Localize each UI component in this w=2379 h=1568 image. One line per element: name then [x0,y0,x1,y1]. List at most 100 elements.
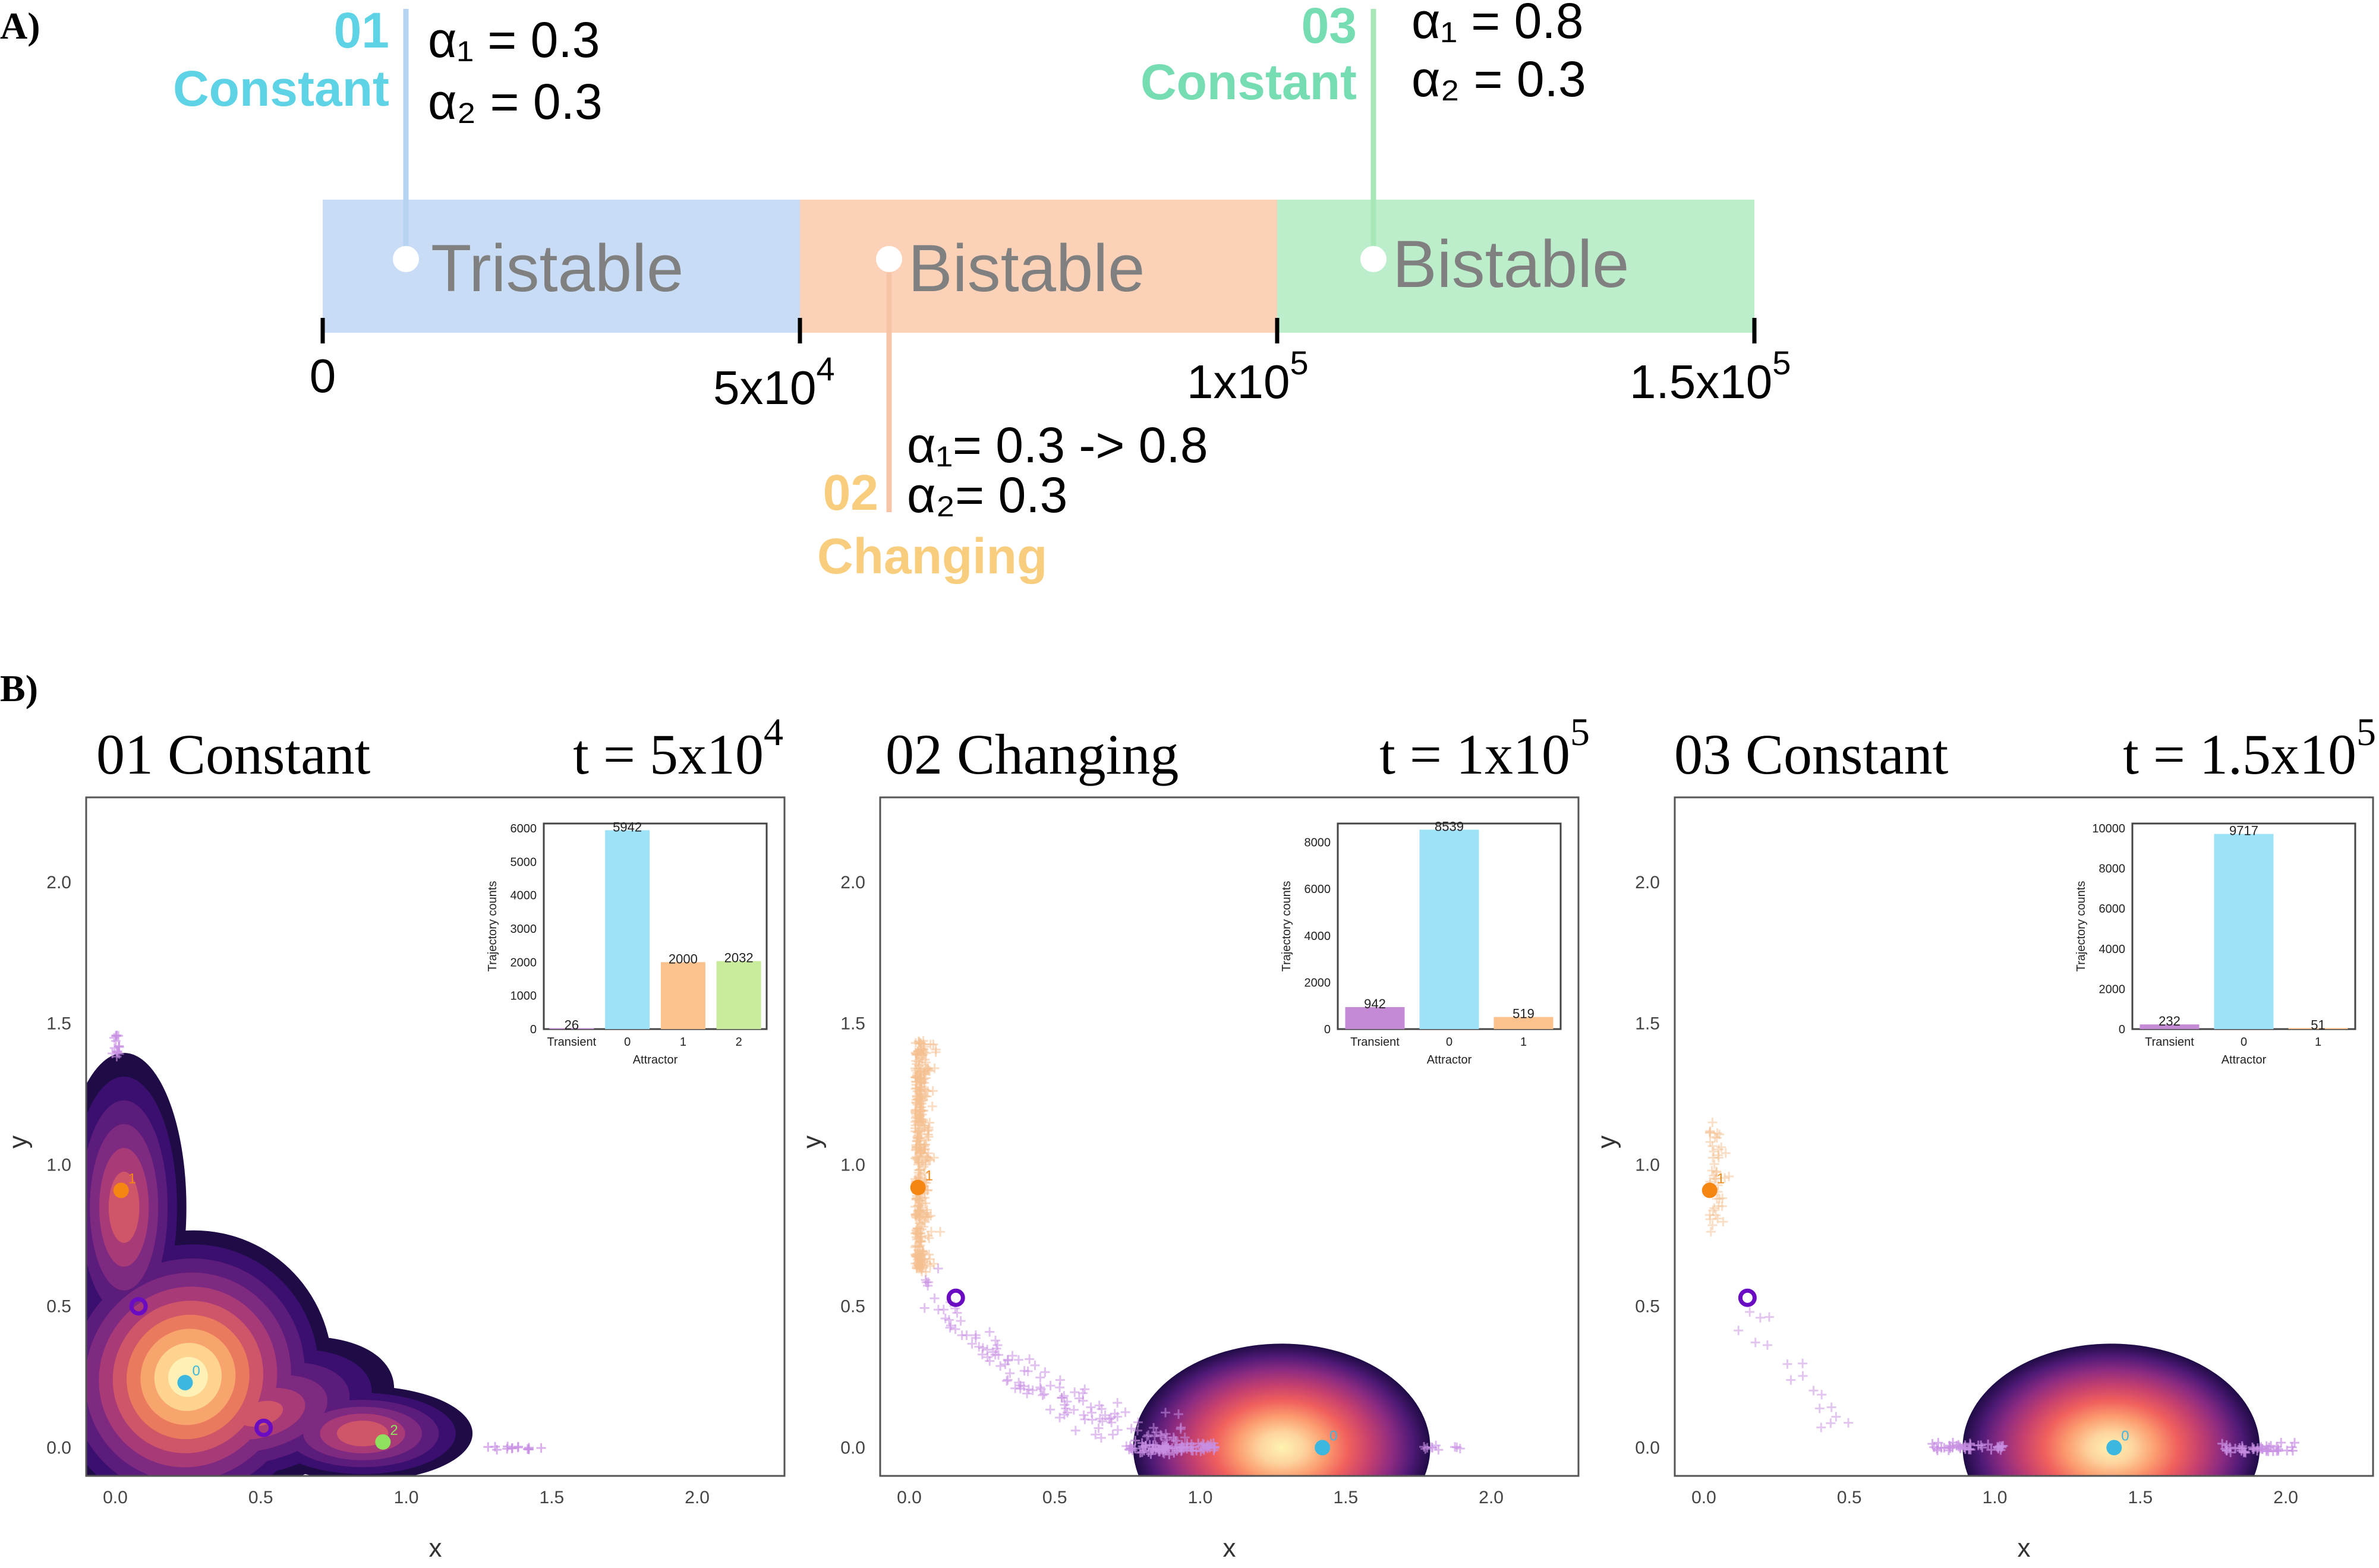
trajectory-point [926,1226,936,1236]
segment-bistable-2 [1277,200,1754,333]
trajectory-point [1717,1201,1727,1211]
trajectory-point [1786,1375,1796,1385]
time-label-exponent: 5 [1570,711,1590,754]
trajectory-point [1148,1443,1158,1453]
trajectory-point [1782,1359,1792,1369]
y-axis-label: y [1592,1135,1621,1149]
y-tick-label: 1.0 [1635,1156,1660,1175]
trajectory-point [913,1064,923,1074]
time-label-base: t = 1.5x10 [2123,723,2356,786]
trajectory-point [1750,1337,1760,1348]
phase-02-alpha2: α₂= 0.3 [907,467,1067,523]
plot-area [910,1036,1465,1476]
trajectory-point [913,1156,924,1166]
plot-title: 02 Changing [886,723,1179,786]
trajectory-point [1039,1389,1050,1399]
phase-02-alpha1: α₁= 0.3 -> 0.8 [907,417,1208,473]
trajectory-point [1038,1390,1048,1400]
plot-time-label: t = 1.5x105 [2123,711,2376,786]
trajectory-point [1712,1166,1722,1176]
trajectory-point [918,1247,928,1257]
trajectory-point [1143,1430,1154,1440]
trajectory-point [927,1102,937,1111]
trajectory-point [945,1323,955,1333]
trajectory-point [1709,1203,1719,1213]
saddle-point [1738,1288,1757,1307]
timeline-tick-2: 1x105 [1187,344,1309,408]
x-axis-label: x [429,1534,442,1563]
attractor-point-0 [1315,1440,1331,1456]
x-tick-label: 2.0 [685,1488,710,1507]
trajectory-point [1983,1439,1993,1449]
trajectory-point [914,1212,924,1222]
inset-bar-Transient [1345,1007,1405,1029]
inset-value-label: 9717 [2229,824,2258,838]
phase-01-number: 01 [334,2,389,58]
trajectory-point [1045,1381,1055,1391]
trajectory-point [1030,1360,1040,1370]
phase-dot-03 [1360,246,1387,272]
trajectory-point [2217,1438,2227,1449]
inset-y-tick-label: 0 [530,1023,537,1036]
phase-01-name: Constant [173,61,389,116]
density-blob-2 [336,1420,389,1447]
x-tick-label: 1.0 [1983,1488,2008,1507]
trajectory-point [492,1444,502,1455]
panel-a-label: A) [0,5,40,47]
phase-03-name: Constant [1140,54,1357,110]
trajectory-point [1130,1436,1140,1446]
inset-bar-Transient [549,1028,594,1029]
inset-value-label: 2000 [669,951,698,966]
trajectory-point [916,1129,927,1139]
trajectory-point [952,1308,962,1318]
trajectory-point [1174,1409,1184,1419]
inset-bar-chart: 942 Transient 8539 0 519 1 0 2000 4000 6000 8000 At… [1280,819,1562,1067]
trajectory-point [1007,1351,1017,1361]
saddle-point [946,1288,965,1307]
trajectory-point [1070,1387,1080,1397]
trajectory-point [935,1227,946,1237]
inset-y-tick-label: 0 [2119,1023,2125,1036]
inset-category-label: 0 [624,1036,631,1049]
trajectory-point [919,1303,929,1313]
inset-bar-2 [716,961,761,1029]
inset-x-axis-label: Attractor [2222,1053,2267,1067]
inset-category-label: Transient [2145,1036,2194,1049]
inset-bar-0 [1419,829,1479,1029]
trajectory-point [1127,1443,1137,1453]
trajectory-point [1712,1128,1722,1138]
trajectory-point [1002,1376,1012,1386]
trajectory-point [1023,1384,1033,1395]
trajectory-point [1133,1425,1143,1436]
inset-category-label: 2 [736,1036,742,1049]
trajectory-point [921,1135,931,1145]
trajectory-point [977,1349,987,1359]
inset-category-label: Transient [547,1036,597,1049]
plot-frame [85,796,786,1477]
trajectory-point [920,1217,930,1227]
trajectory-point [1191,1446,1201,1456]
trajectory-point [919,1254,929,1264]
trajectory-point [916,1260,926,1270]
phase-03-alpha1: α₁ = 0.8 [1411,0,1583,49]
trajectory-point [536,1443,546,1453]
trajectory-point [916,1236,926,1246]
trajectory-point [1180,1433,1190,1443]
inset-y-tick-label: 2000 [2099,983,2126,996]
attractor-label-0: 0 [2121,1428,2129,1444]
phase-dot-02 [876,246,902,272]
trajectory-point [1814,1403,1825,1414]
phase-03-number: 03 [1302,0,1357,53]
trajectory-point [1086,1402,1096,1412]
plot-time-label: t = 1x105 [1379,711,1590,786]
y-tick-label: 1.0 [46,1156,71,1175]
trajectory-point [1000,1359,1010,1370]
trajectory-point [1762,1340,1772,1350]
segment-label-tristable: Tristable [431,231,683,305]
inset-bar-1 [1493,1017,1554,1029]
trajectory-point [910,1123,921,1133]
trajectory-point [111,1036,121,1046]
x-tick-label: 0.0 [897,1488,922,1507]
trajectory-point [914,1196,924,1206]
trajectory-point [1709,1159,1719,1169]
